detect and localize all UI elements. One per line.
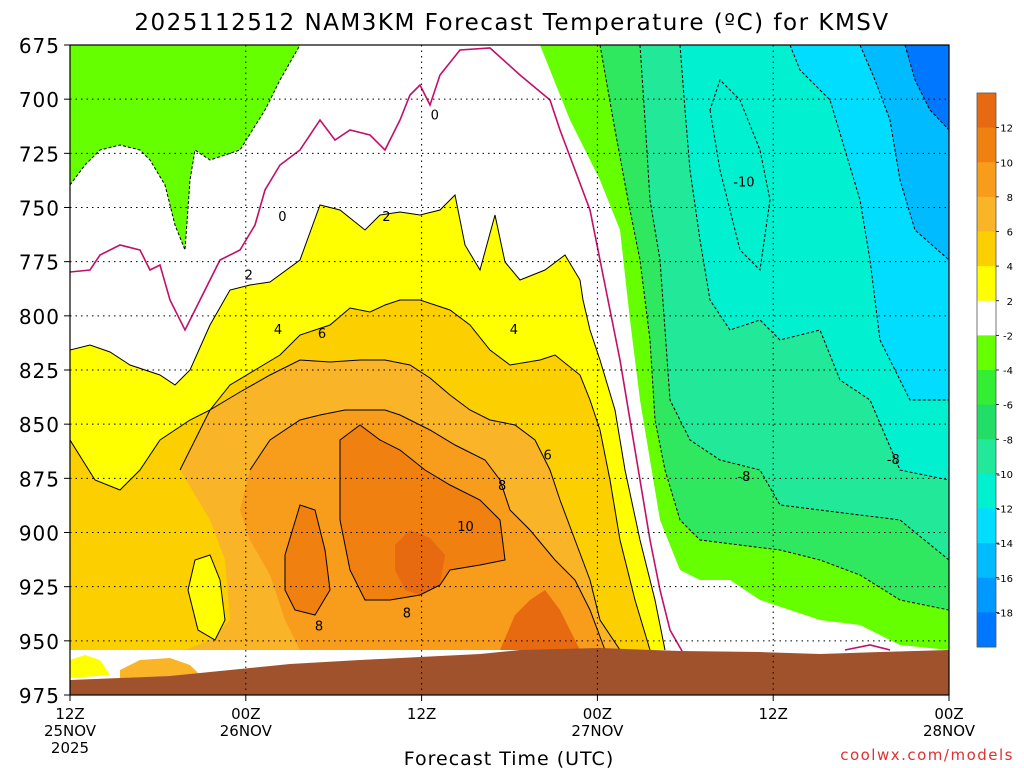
band-orange-10 [340,425,505,600]
y-tick-label: 750 [19,197,60,221]
x-tick-label: 25NOV [44,722,97,740]
colorbar-label: -8 [1003,435,1013,446]
band-yellow-left [188,555,225,640]
band-yellow-bottom-left [70,655,110,678]
contour-labels: 0 0 2 2 4 4 6 6 8 8 8 10 -10 -8 -8 [245,108,900,634]
contour-label: 0 [431,108,439,123]
colorbar-swatch [977,543,996,579]
contour-label: 8 [315,620,323,635]
chart-title: 2025112512 NAM3KM Forecast Temperature (… [134,10,889,36]
x-tick-label: 00Z [934,705,963,723]
contour-label: 2 [245,269,253,284]
colorbar-label: 10 [1000,158,1013,169]
colorbar: 12 10 8 6 4 2 -2 -4 -6 -8 -10 -12 -14 -16 -18 [976,92,1013,648]
colorbar-label: -6 [1003,401,1013,412]
plot-area [70,45,949,695]
colorbar-swatch [977,612,996,648]
colorbar-label: -14 [997,539,1013,550]
y-tick-label: 875 [19,467,60,491]
x-axis-title: Forecast Time (UTC) [404,748,614,768]
colorbar-swatch [977,508,996,544]
colorbar-swatch [977,335,996,371]
colorbar-label: 2 [1007,297,1013,308]
ground-terrain [70,648,949,695]
y-tick-label: 850 [19,413,60,437]
colorbar-label: -4 [1003,366,1013,377]
colorbar-label: -10 [997,470,1013,481]
contour-label: 6 [318,327,326,342]
colorbar-swatch [977,300,996,336]
band-orange-12b [500,590,580,650]
credit-text: coolwx.com/models [840,746,1014,764]
y-tick-label: 700 [19,88,60,112]
y-axis: 675 700 725 750 775 800 825 850 875 900 925 950 975 [19,34,70,708]
colorbar-swatch [977,93,996,129]
colorbar-label: -16 [997,574,1013,585]
band-green-topleft [70,45,300,250]
contour-label: 10 [457,520,474,535]
contour-label: 0 [278,210,286,225]
grid-lines [70,45,949,696]
x-tick-label: 00Z [583,705,612,723]
colorbar-swatch [977,404,996,440]
colorbar-swatch [977,231,996,267]
colorbar-swatch [977,439,996,475]
zero-contour-left [70,47,691,666]
x-tick-label: 2025 [51,739,89,757]
x-tick-label: 27NOV [571,722,624,740]
y-tick-label: 825 [19,359,60,383]
colorbar-swatch [977,127,996,163]
y-tick-label: 800 [19,305,60,329]
contour-label: 8 [498,479,506,494]
contour-label: -10 [733,176,754,191]
band-orange-bottom [120,658,200,678]
y-tick-label: 775 [19,251,60,275]
x-tick-label: 00Z [231,705,260,723]
x-tick-label: 28NOV [923,722,976,740]
y-tick-label: 950 [19,630,60,654]
contour-label: 4 [274,323,282,338]
y-tick-label: 925 [19,576,60,600]
band-cold-darkblue [905,45,949,130]
x-tick-label: 12Z [55,705,84,723]
colorbar-swatch [977,266,996,302]
cold-contours [70,45,949,611]
x-tick-label: 26NOV [220,722,273,740]
x-tick-label: 12Z [759,705,788,723]
colorbar-swatch [977,196,996,232]
contour-label: 2 [382,210,390,225]
y-tick-label: 975 [19,684,60,708]
colorbar-swatch [977,577,996,613]
band-orange-12 [395,530,445,595]
contour-label: -8 [737,470,750,485]
colorbar-label: 6 [1007,228,1013,239]
contour-label: 6 [543,449,551,464]
contour-label: 4 [510,323,518,338]
zero-contour-right [844,644,891,651]
colorbar-swatch [977,370,996,406]
contour-label: -8 [887,453,900,468]
x-tick-label: 12Z [407,705,436,723]
y-tick-label: 900 [19,522,60,546]
y-tick-label: 675 [19,34,60,58]
colorbar-label: 8 [1007,193,1013,204]
colorbar-label: 4 [1007,262,1013,273]
colorbar-label: 12 [1000,124,1013,135]
colorbar-swatch [977,473,996,509]
colorbar-label: -18 [997,608,1013,619]
warm-contours [70,193,666,651]
colorbar-label: -2 [1003,331,1013,342]
y-tick-label: 725 [19,142,60,166]
colorbar-label: -12 [997,505,1013,516]
contour-label: 8 [403,607,411,622]
colorbar-swatch [977,162,996,198]
